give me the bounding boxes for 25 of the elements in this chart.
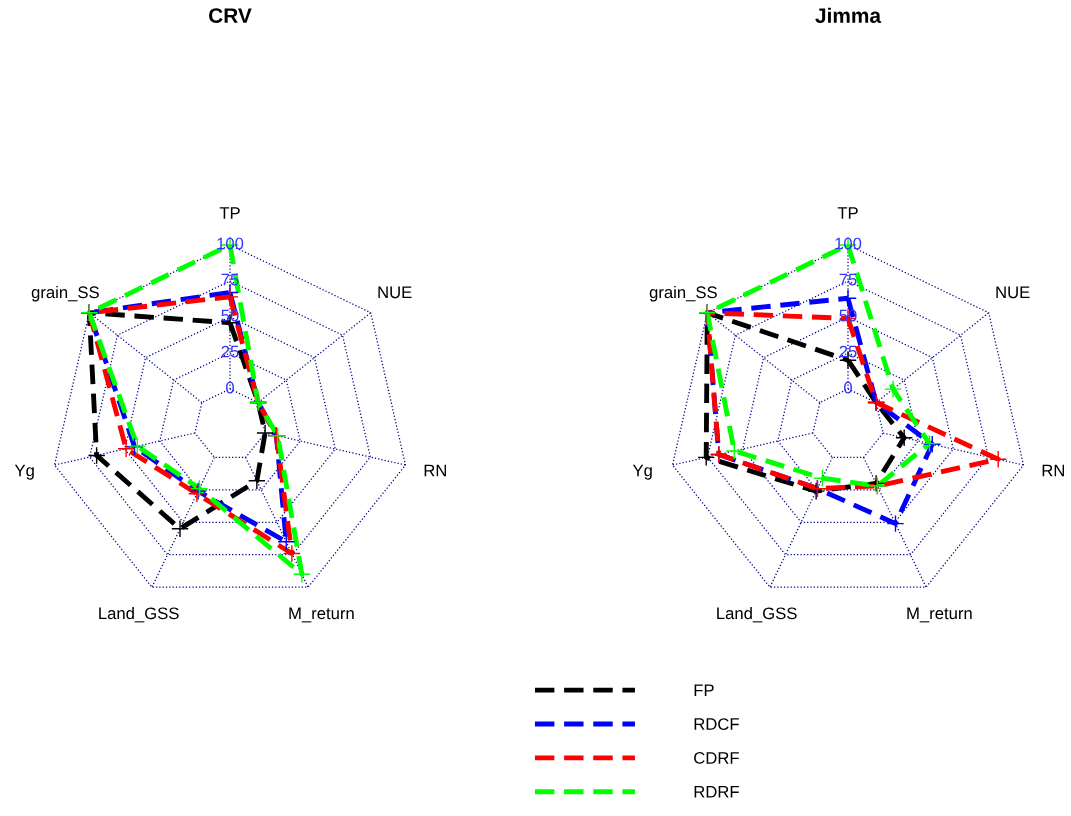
- spoke-label: Yg: [632, 464, 652, 480]
- text: FP: [694, 684, 714, 696]
- spoke-label: grain_SS: [31, 285, 99, 302]
- spoke-label: M_return: [907, 607, 972, 623]
- spoke-label: Yg: [14, 464, 34, 480]
- spoke-label: Land_GSS: [99, 606, 179, 623]
- spoke-label: TP: [837, 207, 858, 219]
- chart-title: CRV: [209, 8, 252, 23]
- y-tick-label: 75: [839, 273, 857, 286]
- y-tick-label: 50: [839, 309, 857, 322]
- text: RDCF: [694, 718, 739, 730]
- y-tick-label: 0: [226, 381, 234, 394]
- y-tick-label: 25: [221, 345, 239, 358]
- text: CDRF: [694, 752, 739, 764]
- spoke-label: RN: [1042, 464, 1064, 477]
- spoke-label: grain_SS: [649, 285, 717, 302]
- spoke-label: NUE: [996, 286, 1030, 299]
- spoke-label: Land_GSS: [717, 606, 797, 623]
- y-tick-label: 0: [844, 381, 852, 394]
- spoke-label: TP: [219, 207, 240, 219]
- spoke-label: NUE: [378, 286, 412, 299]
- spoke-label: RN: [424, 464, 446, 477]
- spoke-label: M_return: [289, 607, 354, 623]
- chart-title: Jimma: [815, 7, 882, 23]
- text: RDRF: [694, 786, 739, 798]
